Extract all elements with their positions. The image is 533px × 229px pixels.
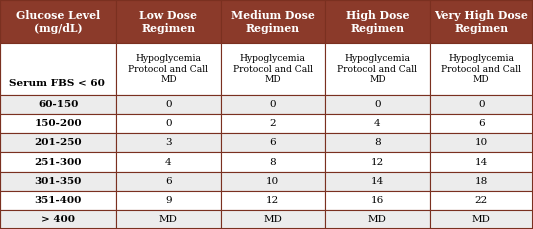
- Text: 18: 18: [475, 177, 488, 186]
- Text: Very High Dose
Regimen: Very High Dose Regimen: [434, 10, 528, 33]
- Text: MD: MD: [472, 215, 491, 224]
- Bar: [0, 133, 116, 153]
- Text: 0: 0: [165, 119, 172, 128]
- Text: Hypoglycemia
Protocol and Call
MD: Hypoglycemia Protocol and Call MD: [337, 54, 417, 84]
- Bar: [116, 133, 221, 153]
- Text: 150-200: 150-200: [34, 119, 82, 128]
- Text: Medium Dose
Regimen: Medium Dose Regimen: [231, 10, 315, 33]
- Bar: [430, 153, 533, 172]
- Text: 10: 10: [266, 177, 279, 186]
- Bar: [325, 0, 430, 43]
- Text: Serum FBS < 60: Serum FBS < 60: [9, 79, 105, 88]
- Text: 301-350: 301-350: [35, 177, 82, 186]
- Bar: [325, 210, 430, 229]
- Bar: [325, 95, 430, 114]
- Text: High Dose
Regimen: High Dose Regimen: [345, 10, 409, 33]
- Text: 351-400: 351-400: [35, 196, 82, 205]
- Bar: [0, 95, 116, 114]
- Bar: [430, 191, 533, 210]
- Bar: [116, 191, 221, 210]
- Bar: [0, 0, 116, 43]
- Text: Hypoglycemia
Protocol and Call
MD: Hypoglycemia Protocol and Call MD: [233, 54, 313, 84]
- Bar: [116, 153, 221, 172]
- Bar: [0, 153, 116, 172]
- Bar: [221, 114, 325, 133]
- Bar: [430, 95, 533, 114]
- Text: 201-250: 201-250: [34, 138, 82, 147]
- Text: 12: 12: [266, 196, 279, 205]
- Text: 6: 6: [478, 119, 484, 128]
- Bar: [116, 0, 221, 43]
- Bar: [116, 43, 221, 95]
- Text: 10: 10: [475, 138, 488, 147]
- Text: 12: 12: [371, 158, 384, 166]
- Text: 2: 2: [270, 119, 276, 128]
- Bar: [221, 43, 325, 95]
- Text: Low Dose
Regimen: Low Dose Regimen: [140, 10, 197, 33]
- Text: 8: 8: [270, 158, 276, 166]
- Text: 3: 3: [165, 138, 172, 147]
- Text: 0: 0: [165, 100, 172, 109]
- Bar: [430, 114, 533, 133]
- Bar: [0, 191, 116, 210]
- Text: 0: 0: [478, 100, 484, 109]
- Bar: [116, 114, 221, 133]
- Text: 8: 8: [374, 138, 381, 147]
- Bar: [221, 95, 325, 114]
- Bar: [430, 172, 533, 191]
- Text: Glucose Level
(mg/dL): Glucose Level (mg/dL): [16, 10, 100, 33]
- Bar: [221, 191, 325, 210]
- Text: 16: 16: [371, 196, 384, 205]
- Text: 9: 9: [165, 196, 172, 205]
- Text: 0: 0: [374, 100, 381, 109]
- Bar: [430, 43, 533, 95]
- Text: Hypoglycemia
Protocol and Call
MD: Hypoglycemia Protocol and Call MD: [128, 54, 208, 84]
- Bar: [430, 210, 533, 229]
- Bar: [221, 0, 325, 43]
- Bar: [0, 172, 116, 191]
- Bar: [325, 43, 430, 95]
- Bar: [221, 172, 325, 191]
- Text: 6: 6: [165, 177, 172, 186]
- Bar: [325, 133, 430, 153]
- Bar: [0, 43, 116, 95]
- Text: 14: 14: [475, 158, 488, 166]
- Bar: [325, 191, 430, 210]
- Text: 22: 22: [475, 196, 488, 205]
- Text: MD: MD: [159, 215, 178, 224]
- Bar: [221, 133, 325, 153]
- Text: 0: 0: [270, 100, 276, 109]
- Bar: [325, 172, 430, 191]
- Bar: [430, 133, 533, 153]
- Bar: [325, 114, 430, 133]
- Bar: [221, 210, 325, 229]
- Text: > 400: > 400: [41, 215, 75, 224]
- Bar: [325, 153, 430, 172]
- Bar: [0, 210, 116, 229]
- Text: 4: 4: [165, 158, 172, 166]
- Bar: [221, 153, 325, 172]
- Text: 14: 14: [371, 177, 384, 186]
- Bar: [116, 172, 221, 191]
- Text: 6: 6: [270, 138, 276, 147]
- Text: 60-150: 60-150: [38, 100, 78, 109]
- Text: Hypoglycemia
Protocol and Call
MD: Hypoglycemia Protocol and Call MD: [441, 54, 521, 84]
- Text: MD: MD: [368, 215, 387, 224]
- Bar: [0, 114, 116, 133]
- Bar: [116, 95, 221, 114]
- Text: MD: MD: [263, 215, 282, 224]
- Bar: [430, 0, 533, 43]
- Bar: [116, 210, 221, 229]
- Text: 4: 4: [374, 119, 381, 128]
- Text: 251-300: 251-300: [34, 158, 82, 166]
